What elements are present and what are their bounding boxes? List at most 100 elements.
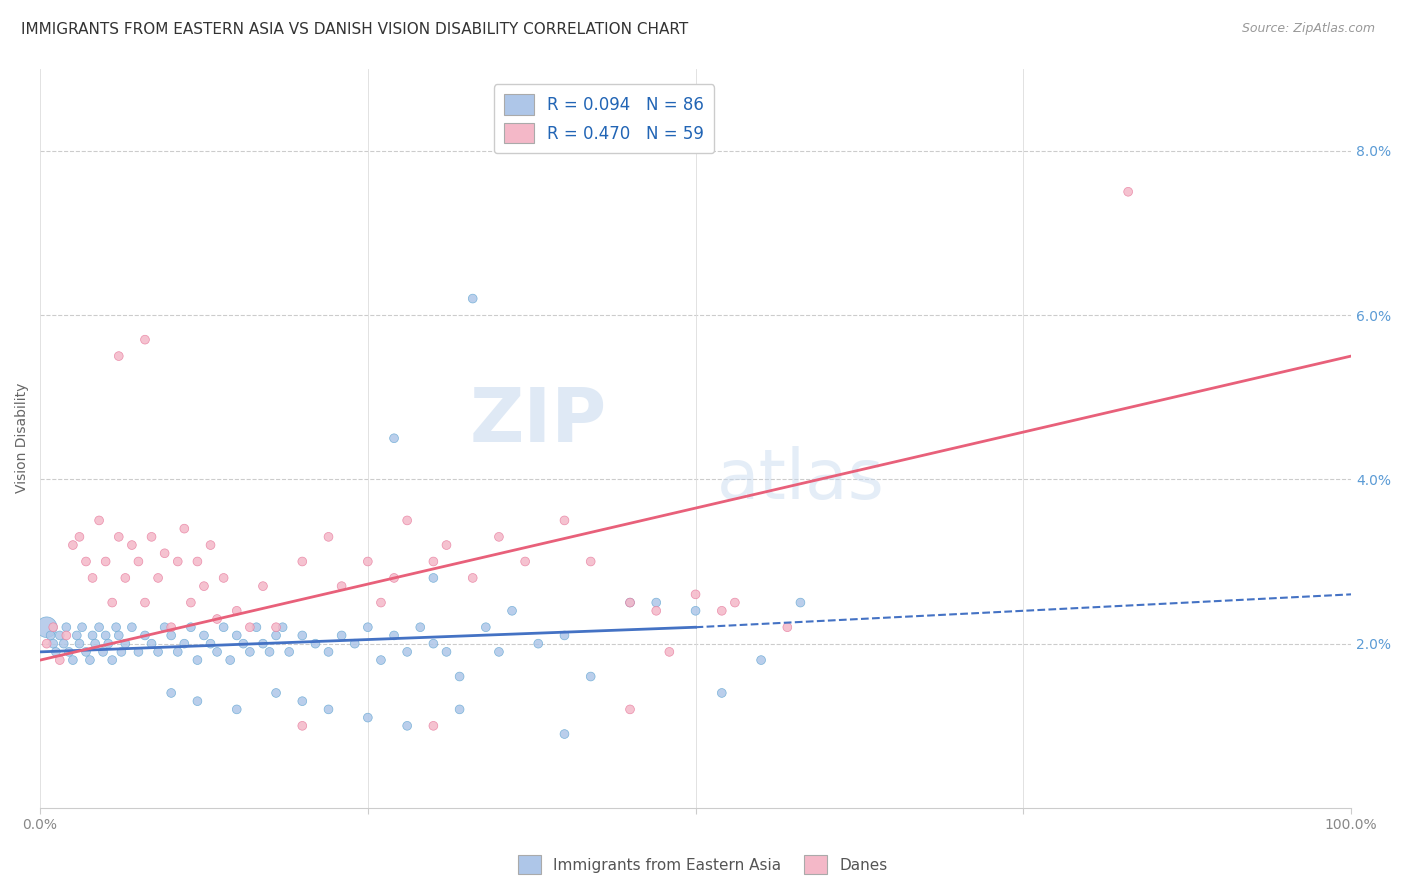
Point [66,628,89,642]
Point [101,596,124,610]
Point [180,596,202,610]
Point [271,620,294,634]
Point [579,554,602,568]
Point [114,571,136,585]
Point [67,530,90,544]
Point [186,554,208,568]
Point [422,637,444,651]
Point [527,637,550,651]
Point [318,645,340,659]
Point [645,596,668,610]
Point [264,686,287,700]
Point [579,669,602,683]
Point [212,620,235,634]
Point [330,628,353,642]
Point [105,620,128,634]
Point [67,637,90,651]
Point [685,604,707,618]
Point [153,546,176,560]
Point [62,538,84,552]
Point [55,620,77,634]
Point [461,292,484,306]
Point [789,596,811,610]
Point [304,637,326,651]
Point [87,620,110,634]
Point [422,719,444,733]
Point [232,637,254,651]
Legend: R = 0.094   N = 86, R = 0.470   N = 59: R = 0.094 N = 86, R = 0.470 N = 59 [494,84,714,153]
Point [488,530,510,544]
Legend: Immigrants from Eastern Asia, Danes: Immigrants from Eastern Asia, Danes [512,849,894,880]
Point [173,637,195,651]
Point [94,554,117,568]
Point [264,628,287,642]
Point [193,579,215,593]
Point [225,604,247,618]
Point [449,669,471,683]
Point [35,620,58,634]
Point [553,513,575,527]
Point [62,653,84,667]
Point [488,645,510,659]
Point [55,628,77,642]
Point [382,431,405,445]
Point [710,686,733,700]
Point [146,645,169,659]
Point [180,620,202,634]
Point [75,645,97,659]
Point [370,653,392,667]
Point [49,653,72,667]
Point [259,645,281,659]
Point [396,719,419,733]
Point [101,653,124,667]
Point [343,637,366,651]
Point [166,554,188,568]
Point [75,554,97,568]
Point [475,620,498,634]
Point [87,513,110,527]
Point [685,587,707,601]
Point [619,596,641,610]
Point [160,620,183,634]
Point [160,686,183,700]
Point [200,538,222,552]
Point [449,702,471,716]
Point [239,645,262,659]
Point [146,571,169,585]
Point [291,628,314,642]
Point [160,628,183,642]
Point [107,530,129,544]
Point [357,620,380,634]
Point [84,637,107,651]
Point [205,612,228,626]
Point [436,538,458,552]
Point [82,571,104,585]
Point [239,620,262,634]
Point [422,554,444,568]
Point [318,530,340,544]
Point [225,702,247,716]
Point [658,645,681,659]
Point [153,620,176,634]
Point [245,620,267,634]
Point [42,637,65,651]
Point [186,694,208,708]
Point [127,554,149,568]
Point [205,645,228,659]
Point [141,637,163,651]
Y-axis label: Vision Disability: Vision Disability [15,383,30,493]
Point [121,620,143,634]
Point [82,628,104,642]
Point [749,653,772,667]
Point [724,596,747,610]
Point [357,710,380,724]
Point [94,628,117,642]
Text: ZIP: ZIP [470,385,607,458]
Point [252,637,274,651]
Point [186,653,208,667]
Point [515,554,537,568]
Point [291,719,314,733]
Point [553,727,575,741]
Point [1116,185,1139,199]
Point [776,620,799,634]
